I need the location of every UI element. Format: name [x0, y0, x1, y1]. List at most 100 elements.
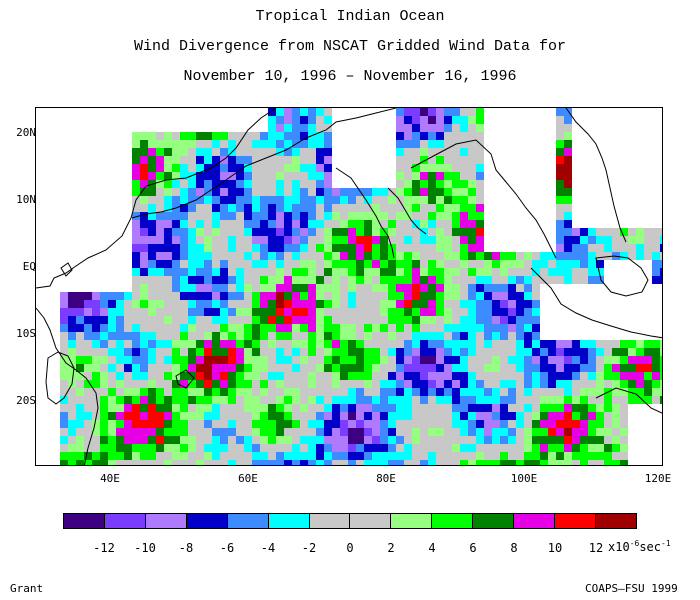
field-cell: [84, 300, 92, 308]
field-cell: [644, 340, 652, 348]
field-cell: [196, 324, 204, 332]
field-cell: [588, 436, 596, 444]
field-cell: [348, 380, 356, 388]
title-line-3: November 10, 1996 – November 16, 1996: [183, 68, 517, 85]
field-cell: [412, 156, 420, 164]
field-cell: [252, 132, 260, 140]
field-cell: [532, 388, 540, 396]
field-cell: [396, 372, 404, 380]
field-cell: [196, 252, 204, 260]
field-cell: [476, 148, 484, 156]
field-cell: [548, 252, 556, 260]
field-cell: [396, 460, 404, 465]
field-cell: [212, 340, 220, 348]
field-cell: [332, 316, 340, 324]
field-cell: [268, 372, 276, 380]
field-cell: [460, 172, 468, 180]
field-cell: [308, 436, 316, 444]
field-cell: [452, 108, 460, 116]
field-cell: [332, 324, 340, 332]
field-cell: [228, 348, 236, 356]
field-cell: [84, 396, 92, 404]
field-cell: [396, 124, 404, 132]
field-cell: [300, 396, 308, 404]
field-cell: [108, 436, 116, 444]
field-cell: [564, 396, 572, 404]
field-cell: [420, 364, 428, 372]
field-cell: [140, 148, 148, 156]
field-cell: [116, 324, 124, 332]
field-cell: [436, 204, 444, 212]
field-cell: [436, 156, 444, 164]
field-cell: [276, 140, 284, 148]
field-cell: [396, 444, 404, 452]
field-cell: [460, 436, 468, 444]
lon-label-40e: 40E: [100, 472, 120, 485]
field-cell: [580, 252, 588, 260]
field-cell: [204, 212, 212, 220]
field-cell: [428, 236, 436, 244]
field-cell: [372, 380, 380, 388]
field-cell: [276, 172, 284, 180]
field-cell: [412, 140, 420, 148]
field-cell: [164, 364, 172, 372]
field-cell: [388, 236, 396, 244]
field-cell: [540, 460, 548, 465]
field-cell: [532, 260, 540, 268]
field-cell: [500, 356, 508, 364]
field-cell: [68, 404, 76, 412]
field-cell: [196, 380, 204, 388]
field-cell: [468, 284, 476, 292]
field-cell: [92, 452, 100, 460]
field-cell: [532, 292, 540, 300]
field-cell: [556, 388, 564, 396]
field-cell: [212, 252, 220, 260]
field-cell: [460, 452, 468, 460]
field-cell: [204, 420, 212, 428]
field-cell: [300, 116, 308, 124]
field-cell: [92, 460, 100, 465]
field-cell: [100, 308, 108, 316]
field-cell: [364, 356, 372, 364]
field-cell: [324, 396, 332, 404]
field-cell: [420, 188, 428, 196]
field-cell: [332, 428, 340, 436]
field-cell: [612, 372, 620, 380]
field-cell: [620, 436, 628, 444]
field-cell: [188, 388, 196, 396]
field-cell: [92, 356, 100, 364]
title-line-2: Wind Divergence from NSCAT Gridded Wind …: [133, 38, 567, 55]
field-cell: [436, 420, 444, 428]
field-cell: [260, 308, 268, 316]
field-cell: [324, 212, 332, 220]
field-cell: [588, 452, 596, 460]
field-cell: [404, 356, 412, 364]
field-cell: [564, 388, 572, 396]
field-cell: [444, 356, 452, 364]
field-cell: [332, 260, 340, 268]
field-cell: [444, 404, 452, 412]
field-cell: [540, 268, 548, 276]
field-cell: [660, 244, 662, 252]
field-cell: [588, 420, 596, 428]
field-cell: [604, 372, 612, 380]
field-cell: [444, 140, 452, 148]
field-cell: [188, 132, 196, 140]
field-cell: [460, 364, 468, 372]
field-cell: [508, 348, 516, 356]
field-cell: [404, 108, 412, 116]
field-cell: [572, 364, 580, 372]
field-cell: [524, 308, 532, 316]
field-cell: [444, 228, 452, 236]
field-cell: [436, 460, 444, 465]
field-cell: [68, 340, 76, 348]
field-cell: [628, 236, 636, 244]
field-cell: [276, 244, 284, 252]
field-cell: [172, 444, 180, 452]
field-cell: [228, 188, 236, 196]
field-cell: [180, 212, 188, 220]
field-cell: [308, 420, 316, 428]
field-cell: [316, 380, 324, 388]
field-cell: [172, 140, 180, 148]
field-cell: [172, 420, 180, 428]
